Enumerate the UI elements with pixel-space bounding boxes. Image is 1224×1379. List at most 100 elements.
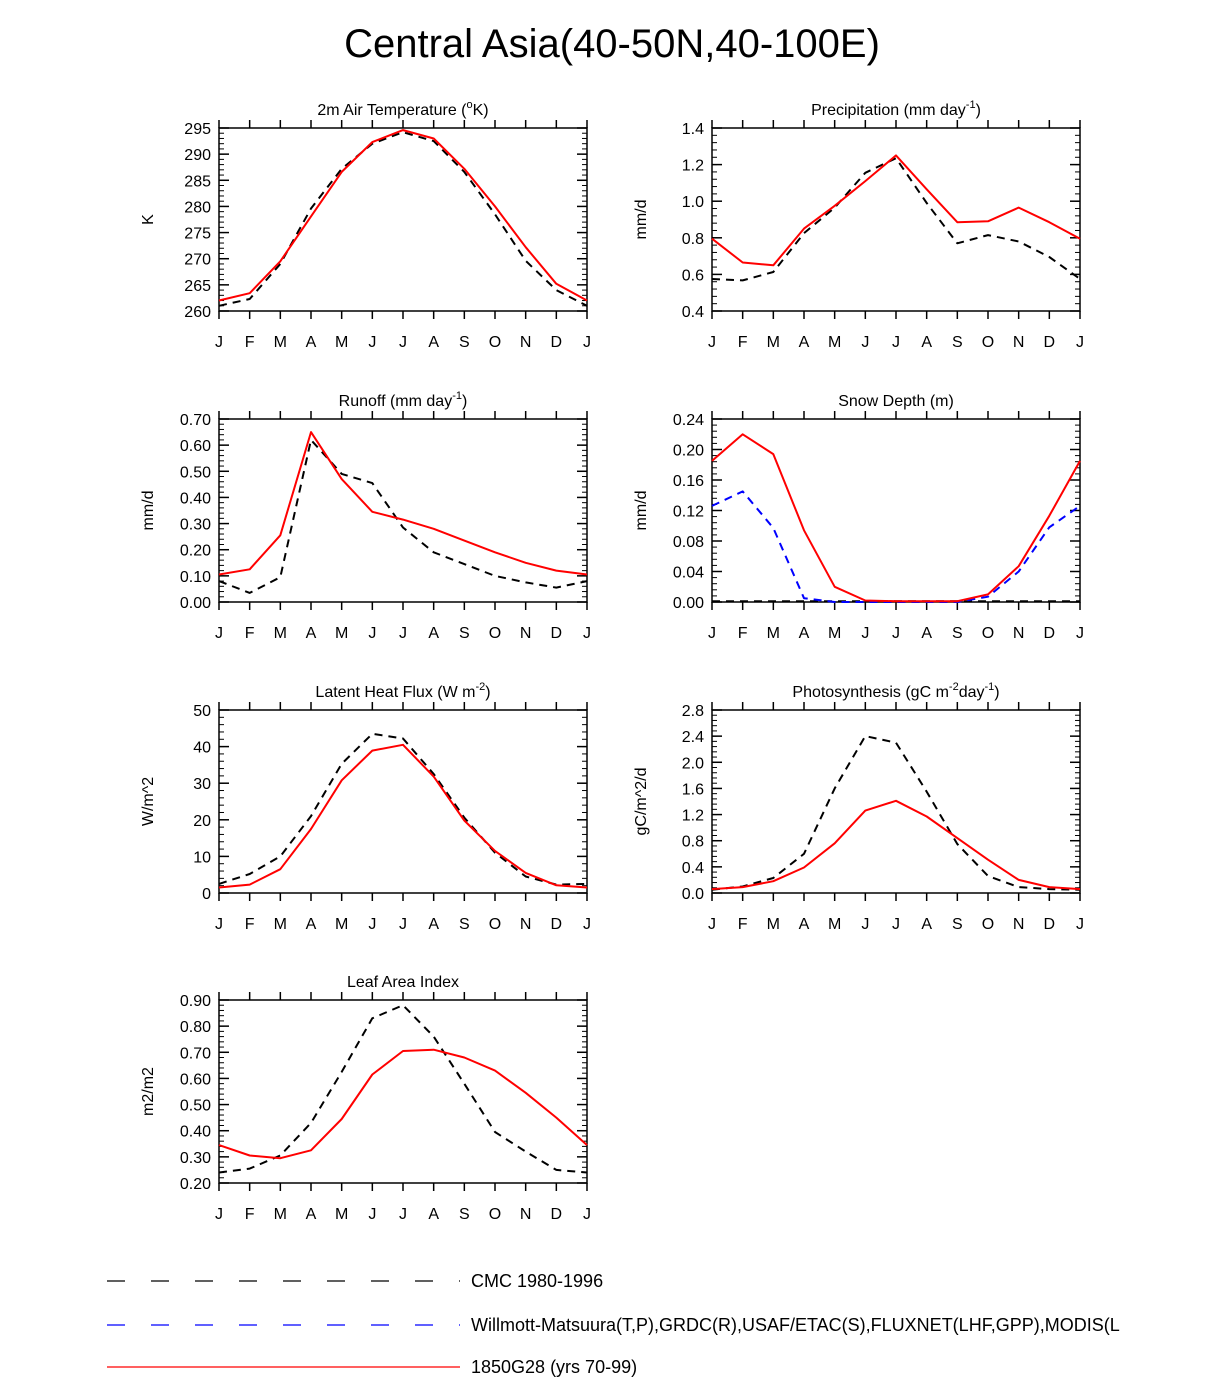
x-tick-label: J [892,334,900,351]
panel-title: Leaf Area Index [347,974,459,991]
x-tick-label: A [306,1206,317,1223]
x-tick-label: S [459,625,470,642]
panel-title: 2m Air Temperature (oK) [317,99,488,119]
x-tick-label: J [368,916,376,933]
y-tick-label: 1.0 [682,194,704,211]
x-tick-label: O [489,916,501,933]
y-tick-label: 0.00 [180,595,211,612]
x-tick-label: S [459,1206,470,1223]
y-tick-label: 0.10 [180,569,211,586]
x-tick-label: J [861,916,869,933]
x-tick-label: J [583,334,591,351]
y-tick-label: 0.24 [673,412,704,429]
x-tick-label: J [583,1206,591,1223]
y-tick-label: 2.0 [682,755,704,772]
x-tick-label: M [335,625,348,642]
x-tick-label: D [551,1206,563,1223]
legend-label: Willmott-Matsuura(T,P),GRDC(R),USAF/ETAC… [471,1315,1120,1335]
x-tick-label: J [368,625,376,642]
y-tick-label: 270 [184,252,211,269]
y-tick-label: 295 [184,121,211,138]
x-tick-label: S [952,916,963,933]
y-tick-label: 0.8 [682,834,704,851]
x-tick-label: J [368,334,376,351]
x-tick-label: J [861,625,869,642]
x-tick-label: A [921,625,932,642]
x-tick-label: N [520,625,532,642]
y-tick-label: 0.40 [180,490,211,507]
x-tick-label: O [982,916,994,933]
x-tick-label: N [1013,916,1025,933]
x-tick-label: O [489,334,501,351]
x-tick-label: M [335,334,348,351]
x-tick-label: S [952,334,963,351]
x-tick-label: J [1076,916,1084,933]
legend-label: CMC 1980-1996 [471,1271,603,1291]
x-tick-label: M [767,625,780,642]
x-tick-label: J [708,334,716,351]
x-tick-label: A [799,916,810,933]
y-tick-label: 0.08 [673,534,704,551]
series-line-dash-blue [711,490,1081,603]
y-axis-label: mm/d [140,491,157,531]
x-tick-label: M [767,334,780,351]
x-tick-label: M [274,625,287,642]
y-axis-label: K [140,214,157,225]
x-tick-label: N [1013,625,1025,642]
series-line-solid-red [218,743,588,889]
y-axis-label: m2/m2 [140,1067,157,1116]
y-tick-label: 275 [184,226,211,243]
y-tick-label: 0.70 [180,1045,211,1062]
x-tick-label: J [1076,334,1084,351]
x-tick-label: M [828,625,841,642]
y-axis-label: mm/d [633,200,650,240]
x-tick-label: F [245,625,255,642]
x-tick-label: D [551,916,563,933]
x-tick-label: J [215,916,223,933]
y-tick-label: 1.4 [682,121,704,138]
x-tick-label: O [982,334,994,351]
x-tick-label: M [828,916,841,933]
y-tick-label: 265 [184,278,211,295]
y-tick-label: 0.20 [180,543,211,560]
chart-panel-7: Leaf Area Index 0.90 0.80 0.70 0.60 0.50 0.40 0… [140,974,591,1223]
y-tick-label: 0.60 [180,1071,211,1088]
x-tick-label: J [399,916,407,933]
x-tick-label: N [520,334,532,351]
y-tick-label: 0.40 [180,1124,211,1141]
panel-title: Latent Heat Flux (W m-2) [315,681,490,701]
y-tick-label: 0.50 [180,1098,211,1115]
x-tick-label: F [738,916,748,933]
y-tick-label: 0.8 [682,231,704,248]
chart-panel-4: Snow Depth (m) 0.24 0.20 0.16 0.12 0.08 0.04 0.… [633,393,1084,642]
y-tick-label: 0.30 [180,1150,211,1167]
legend-item: Willmott-Matsuura(T,P),GRDC(R),USAF/ETAC… [107,1315,1120,1335]
y-tick-label: 0.20 [180,1176,211,1193]
y-tick-label: 290 [184,147,211,164]
x-tick-label: J [892,625,900,642]
y-tick-label: 0.70 [180,412,211,429]
series-line-solid-red [711,433,1081,603]
x-tick-label: J [368,1206,376,1223]
x-tick-label: J [215,334,223,351]
panel-title: Snow Depth (m) [838,393,954,410]
x-tick-label: M [274,334,287,351]
plot-frame [218,127,588,312]
x-tick-label: A [921,916,932,933]
y-tick-label: 40 [193,740,211,757]
x-tick-label: A [306,334,317,351]
y-tick-label: 0.30 [180,517,211,534]
y-tick-label: 10 [193,849,211,866]
x-tick-label: J [399,1206,407,1223]
x-tick-label: M [274,916,287,933]
x-tick-label: D [551,334,563,351]
y-tick-label: 0.80 [180,1019,211,1036]
x-tick-label: J [892,916,900,933]
x-tick-label: S [459,916,470,933]
x-tick-label: F [245,1206,255,1223]
chart-panel-3: Runoff (mm day-1) 0.70 0.60 0.50 0.40 0.30 0.2… [140,390,591,642]
x-tick-label: J [1076,625,1084,642]
y-tick-label: 0.04 [673,565,704,582]
